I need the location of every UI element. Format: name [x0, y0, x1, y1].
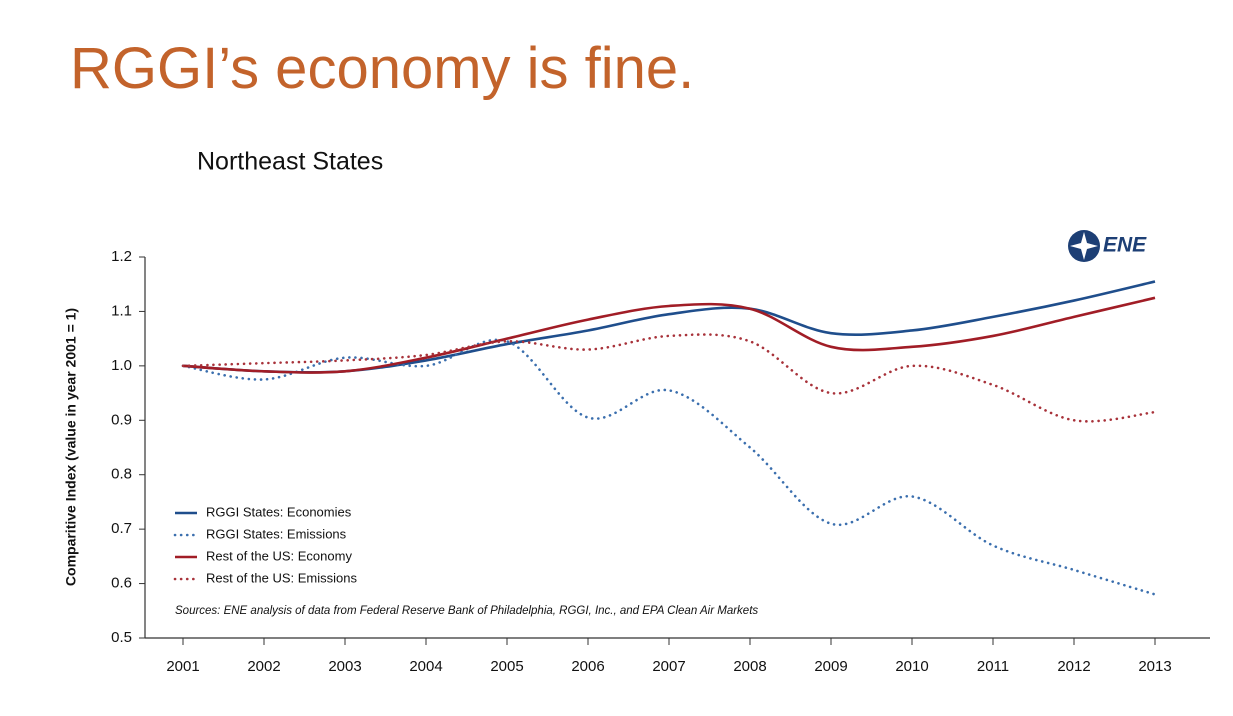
y-tick-label: 1.0	[111, 357, 132, 374]
x-tick-label: 2001	[166, 658, 199, 675]
x-tick-label: 2004	[409, 658, 442, 675]
x-tick-label: 2002	[247, 658, 280, 675]
x-tick-label: 2003	[328, 658, 361, 675]
y-tick-label: 1.2	[111, 248, 132, 265]
source-note: Sources: ENE analysis of data from Feder…	[175, 605, 758, 617]
x-tick-label: 2006	[571, 658, 604, 675]
x-tick-label: 2009	[814, 658, 847, 675]
x-tick-label: 2008	[733, 658, 766, 675]
x-tick-label: 2007	[652, 658, 685, 675]
logo-text: ENE	[1103, 234, 1147, 257]
series-line	[181, 333, 1157, 423]
y-tick-label: 1.1	[111, 302, 132, 319]
x-tick-label: 2005	[490, 658, 523, 675]
x-tick-label: 2012	[1057, 658, 1090, 675]
chart-subtitle: Northeast States	[197, 148, 383, 176]
y-tick-label: 0.6	[111, 575, 132, 592]
x-tick-label: 2010	[895, 658, 928, 675]
logo: ENE	[1068, 230, 1147, 262]
legend-label: Rest of the US: Emissions	[206, 570, 357, 585]
y-tick-label: 0.9	[111, 411, 132, 428]
y-tick-label: 0.8	[111, 466, 132, 483]
x-tick-label: 2011	[977, 658, 1009, 675]
y-tick-label: 0.5	[111, 629, 132, 646]
logo-compass	[1070, 232, 1098, 260]
legend-label: RGGI States: Emissions	[206, 526, 347, 541]
y-tick-label: 0.7	[111, 520, 132, 537]
series-line	[182, 280, 1156, 374]
legend-label: RGGI States: Economies	[206, 504, 352, 519]
slide-title: RGGI’s economy is fine.	[70, 36, 694, 101]
x-tick-label: 2013	[1138, 658, 1171, 675]
series-line	[182, 296, 1156, 374]
y-axis-label: Comparitive Index (value in year 2001 = …	[63, 308, 79, 586]
legend-label: Rest of the US: Economy	[206, 548, 352, 563]
